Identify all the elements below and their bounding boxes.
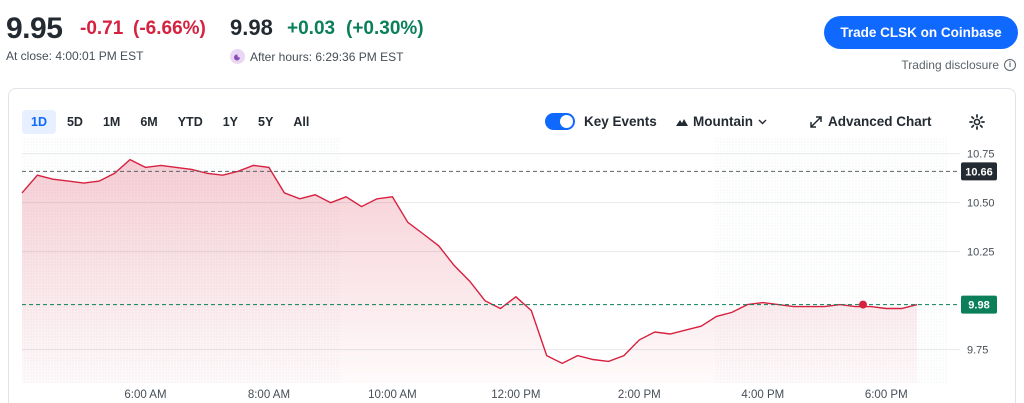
chart-card [8,88,1016,403]
price: 9.95 [6,12,63,45]
y-tick-label: 10.25 [967,247,995,259]
after-hours-change: +0.03 [287,18,336,39]
x-tick-label: 4:00 PM [741,389,784,401]
key-events-label: Key Events [584,114,657,129]
price-area [22,159,918,383]
expand-icon [810,115,822,128]
tab-5d[interactable]: 5D [66,115,83,129]
chart-type-select[interactable]: Mountain [676,114,767,129]
moon-icon [230,49,245,64]
disclosure-label: Trading disclosure [901,58,999,72]
tab-5y[interactable]: 5Y [258,115,274,129]
key-events-toggle[interactable] [545,113,575,130]
y-tick-label: 9.75 [967,345,988,357]
last-price-value: 9.98 [968,300,989,312]
chevron-down-icon [758,119,767,124]
previous-close-value: 10.66 [965,166,993,178]
trade-button[interactable]: Trade CLSK on Coinbase [824,16,1018,49]
tab-1m[interactable]: 1M [102,115,121,129]
range-tabs: 1D 5D 1M 6M YTD 1Y 5Y All [22,110,318,134]
tab-all[interactable]: All [293,115,310,129]
after-hours-change-pct: (+0.30%) [346,18,424,39]
x-tick-label: 12:00 PM [491,389,540,401]
previous-close-tag: 10.66 [961,162,997,181]
price-change-pct: (-6.66%) [133,18,206,39]
tab-6m[interactable]: 6M [140,115,158,129]
tab-1y[interactable]: 1Y [222,115,239,129]
last-price-dot [859,300,867,309]
x-tick-label: 8:00 AM [248,389,290,401]
close-time: At close: 4:00:01 PM EST [6,49,144,63]
mountain-icon [676,118,688,126]
x-tick-label: 10:00 AM [368,389,417,401]
x-tick-label: 6:00 PM [865,389,908,401]
chart-type-label: Mountain [693,114,753,129]
advanced-chart-button[interactable]: Advanced Chart [810,114,932,129]
x-tick-label: 2:00 PM [618,389,661,401]
price-chart: 10.75 10.50 10.25 9.75 6:00 AM 8:00 AM 10:00 … [21,138,997,401]
y-tick-label: 10.50 [967,198,995,210]
x-tick-label: 6:00 AM [124,389,166,401]
last-price-tag: 9.98 [961,295,997,314]
tab-ytd[interactable]: YTD [177,115,203,129]
advanced-chart-label: Advanced Chart [828,114,932,129]
y-tick-label: 10.75 [967,149,995,161]
after-hours-price: 9.98 [230,15,273,40]
after-hours-time: After hours: 6:29:36 PM EST [250,49,404,64]
trading-disclosure[interactable]: Trading disclosure i [901,58,1016,72]
info-icon: i [1004,59,1016,71]
price-line [21,158,918,365]
gear-icon[interactable] [968,113,986,131]
tab-1d[interactable]: 1D [22,110,56,134]
price-change: -0.71 [80,18,124,39]
key-events-control: Key Events [545,113,657,130]
after-hours-info: After hours: 6:29:36 PM EST [230,49,403,64]
